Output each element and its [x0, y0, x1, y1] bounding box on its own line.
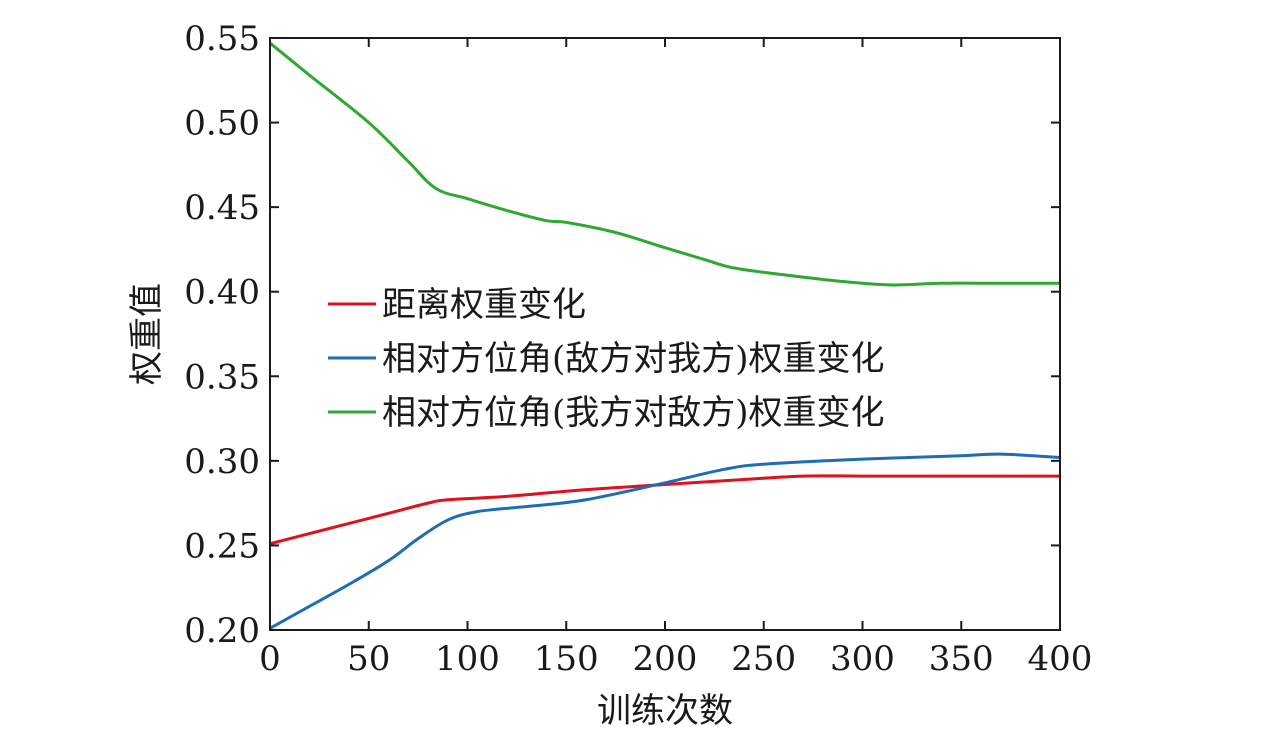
y-tick-label: 0.20 — [184, 611, 260, 651]
y-tick-label: 0.40 — [184, 273, 260, 313]
x-tick-label: 150 — [534, 639, 599, 679]
y-tick-label: 0.50 — [184, 104, 260, 144]
plot-marks — [269, 41, 1061, 630]
y-tick-label: 0.25 — [184, 526, 260, 566]
legend-label-2: 相对方位角(敌方对我方)权重变化 — [382, 339, 885, 379]
legend-label-3: 相对方位角(我方对敌方)权重变化 — [382, 393, 885, 433]
x-axis-title: 训练次数 — [597, 691, 733, 731]
legend-label-1: 距离权重变化 — [382, 285, 586, 325]
plot-frame — [269, 37, 1061, 631]
x-tick-label: 50 — [347, 639, 390, 679]
x-tick-label: 300 — [830, 639, 895, 679]
y-tick-label: 0.45 — [184, 188, 260, 228]
x-tick-label: 0 — [259, 639, 281, 679]
y-tick-label: 0.30 — [184, 442, 260, 482]
y-tick-label: 0.55 — [184, 19, 260, 59]
x-tick-label: 400 — [1028, 639, 1093, 679]
axis-ticks: 0 50 100 150 200 250 300 350 400 0.20 0.25 0.30 0.35… — [184, 19, 1092, 679]
x-tick-label: 200 — [633, 639, 698, 679]
y-tick-label: 0.35 — [184, 357, 260, 397]
y-axis-title: 权重值 — [127, 283, 167, 385]
series-line-3 — [269, 41, 1060, 287]
x-tick-label: 250 — [731, 639, 796, 679]
x-tick-label: 100 — [435, 639, 500, 679]
series-line-2 — [269, 452, 1061, 630]
series-line-1 — [269, 474, 1060, 546]
x-tick-label: 350 — [929, 639, 994, 679]
